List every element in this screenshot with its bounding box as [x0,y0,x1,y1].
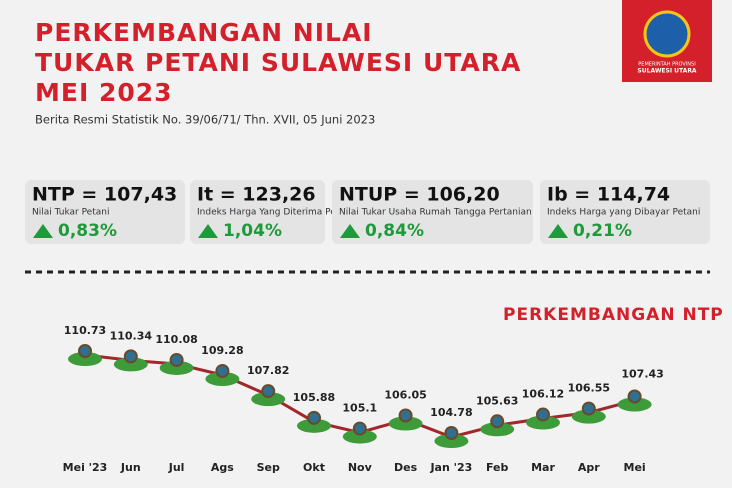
x-tick-label: Nov [348,461,373,474]
card-change: 0,84% [365,221,424,241]
point [123,349,138,364]
value-label: 104.78 [430,406,472,419]
marker-base [342,429,377,444]
card-change: 1,04% [223,221,282,241]
logo: PEMERINTAH PROVINSI SULAWESI UTARA [622,0,712,82]
card-description: Nilai Tukar Petani [32,208,109,218]
marker-base [297,418,331,433]
up-arrow [33,224,53,238]
value-label: 107.82 [247,364,289,377]
value-label: 105.88 [293,391,335,404]
point [536,407,550,422]
point [398,408,413,423]
value-label: 109.28 [201,344,243,357]
title-line: PERKEMBANGAN NILAI [35,18,373,47]
card-value: NTUP = 106,20 [339,184,500,206]
logo-text: PEMERINTAH PROVINSI [638,62,695,68]
marker-base [617,397,652,412]
point [215,363,230,378]
value-label: 110.73 [64,324,106,337]
marker-base [434,434,469,448]
x-tick-label: Feb [486,461,509,474]
card [540,180,710,244]
x-tick-label: Apr [578,461,600,474]
x-tick-label: Mei '23 [63,461,108,474]
up-arrow [548,224,568,238]
card-description: Indeks Harga yang Dibayar Petani [547,208,700,218]
point [78,344,92,358]
card-value: It = 123,26 [197,184,316,206]
marker-base [388,416,423,431]
card-change: 0,21% [573,221,632,241]
point [352,421,367,436]
point [169,352,184,367]
value-label: 106.05 [384,388,426,401]
marker-base [68,352,102,366]
chart-title: PERKEMBANGAN NTP [503,305,724,325]
point [444,426,459,440]
title-line: TUKAR PETANI SULAWESI UTARA [35,48,521,77]
card-description: Indeks Harga Yang Diterima Petani [197,208,353,218]
marker-base [251,392,286,407]
marker-base [113,357,148,372]
marker-base [526,415,560,430]
subtitle: Berita Resmi Statistik No. 39/06/71/ Thn… [35,113,375,127]
marker-base [480,422,515,437]
marker-base [571,409,606,424]
x-tick-label: Jul [168,461,185,474]
value-label: 105.63 [476,394,518,407]
card-description: Nilai Tukar Usaha Rumah Tangga Pertanian [339,208,532,218]
card [190,180,325,244]
value-label: 106.12 [522,388,564,401]
x-tick-label: Jun [120,461,141,474]
value-label: 105.1 [342,402,377,415]
logo-text: SULAWESI UTARA [637,68,697,75]
card-value: Ib = 114,74 [547,184,670,206]
title-line: MEI 2023 [35,78,173,107]
x-tick-label: Sep [257,461,280,474]
value-label: 106.55 [568,382,610,395]
point [261,384,276,399]
x-tick-label: Ags [211,461,234,474]
x-tick-label: Jan '23 [429,461,472,474]
x-tick-label: Des [394,461,418,474]
card [332,180,533,244]
x-tick-label: Mar [531,461,555,474]
marker-base [205,371,240,386]
card [25,180,185,244]
point [307,410,321,425]
card-value: NTP = 107,43 [32,184,177,206]
point [581,401,596,416]
value-label: 110.34 [110,329,153,342]
logo-emblem [643,10,691,58]
point [627,389,642,404]
x-tick-label: Okt [303,461,325,474]
point [490,414,505,429]
marker-base [159,360,194,375]
x-tick-label: Mei [624,461,646,474]
up-arrow [198,224,218,238]
value-label: 107.43 [621,367,663,380]
up-arrow [340,224,360,238]
card-change: 0,83% [58,221,117,241]
value-label: 110.08 [155,333,197,346]
